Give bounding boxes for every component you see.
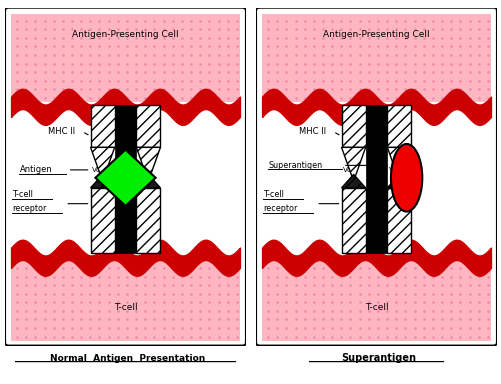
Bar — [90, 188, 114, 253]
Bar — [136, 104, 160, 147]
Text: Cβ: Cβ — [388, 235, 397, 240]
Bar — [11, 260, 239, 341]
Text: Cα: Cα — [342, 235, 352, 240]
Polygon shape — [90, 174, 114, 188]
Bar — [262, 15, 490, 102]
Text: T-cell: T-cell — [12, 190, 33, 199]
Text: T-cell: T-cell — [364, 303, 388, 312]
Text: MHC II: MHC II — [299, 127, 326, 136]
Text: Superantigen: Superantigen — [341, 353, 416, 363]
Text: Cβ: Cβ — [137, 235, 147, 240]
Polygon shape — [387, 147, 411, 181]
Text: Antigen: Antigen — [20, 166, 52, 174]
Polygon shape — [95, 150, 155, 206]
Text: MHC II: MHC II — [48, 127, 75, 136]
Text: T-cell: T-cell — [113, 303, 137, 312]
Text: Antigen-Presenting Cell: Antigen-Presenting Cell — [72, 30, 178, 39]
Text: Superantigen: Superantigen — [268, 161, 322, 170]
Polygon shape — [90, 147, 114, 181]
Polygon shape — [341, 147, 365, 181]
Bar — [114, 104, 136, 253]
Polygon shape — [136, 174, 160, 188]
Polygon shape — [341, 174, 365, 188]
Bar — [387, 188, 411, 253]
Bar — [387, 104, 411, 147]
Text: Antigen-Presenting Cell: Antigen-Presenting Cell — [323, 30, 429, 39]
FancyBboxPatch shape — [256, 8, 496, 346]
Text: Cα: Cα — [92, 235, 101, 240]
Text: Vβ: Vβ — [388, 167, 397, 173]
Bar — [90, 104, 114, 147]
Bar — [11, 15, 239, 102]
Bar — [341, 188, 365, 253]
Text: Vα: Vα — [92, 167, 101, 173]
Text: T-cell: T-cell — [263, 190, 284, 199]
Bar — [136, 188, 160, 253]
FancyBboxPatch shape — [5, 8, 245, 346]
Text: Vβ: Vβ — [137, 167, 147, 173]
Ellipse shape — [390, 144, 421, 212]
Bar — [341, 104, 365, 147]
Text: Vα: Vα — [342, 167, 352, 173]
Text: receptor: receptor — [12, 204, 47, 213]
Text: receptor: receptor — [263, 204, 297, 213]
Text: Normal  Antigen  Presentation: Normal Antigen Presentation — [50, 354, 205, 363]
Bar — [365, 104, 387, 253]
Polygon shape — [387, 174, 411, 188]
Bar — [262, 260, 490, 341]
Polygon shape — [136, 147, 160, 181]
